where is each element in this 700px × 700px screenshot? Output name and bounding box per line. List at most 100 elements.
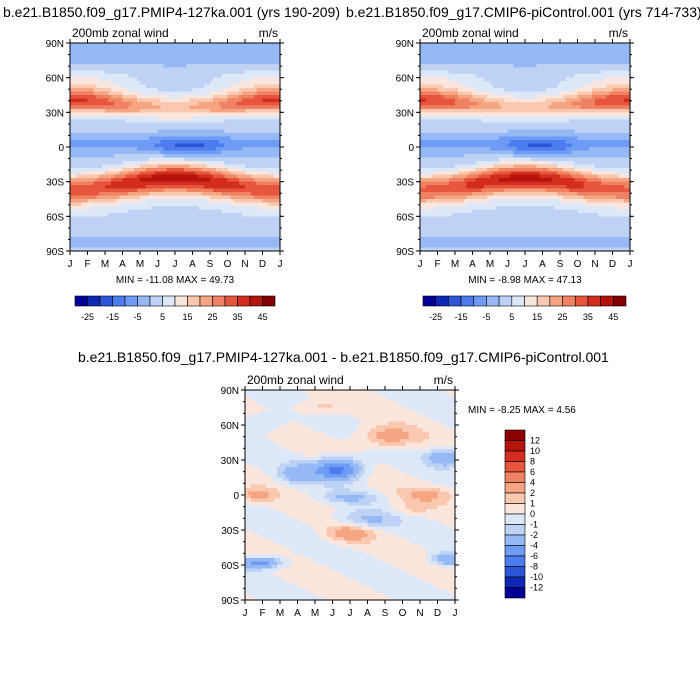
field-cell — [163, 140, 167, 145]
colorbar-label: 25 — [207, 312, 217, 322]
field-cell — [253, 60, 258, 65]
field-cell — [107, 77, 112, 82]
field-cell — [201, 136, 205, 141]
field-cell — [207, 136, 211, 141]
field-cell — [215, 88, 220, 93]
field-cell — [172, 63, 176, 68]
field-cell — [140, 105, 144, 110]
field-cell — [274, 81, 278, 86]
field-cell — [142, 140, 147, 145]
field-cell — [122, 133, 127, 138]
field-cell — [247, 105, 252, 110]
field-cell — [224, 53, 229, 58]
field-cell — [75, 84, 80, 89]
field-cell — [119, 133, 124, 138]
field-cell — [207, 49, 211, 54]
field-cell — [256, 77, 261, 82]
field-cell — [140, 140, 144, 145]
field-cell — [242, 112, 246, 117]
field-cell — [277, 105, 281, 110]
field-cell — [84, 46, 89, 51]
field-cell — [90, 95, 94, 100]
colorbar-box — [187, 295, 201, 307]
field-cell — [131, 49, 135, 54]
field-cell — [250, 95, 255, 100]
field-cell — [160, 70, 164, 75]
field-cell — [137, 46, 141, 51]
field-cell — [239, 53, 243, 58]
field-cell — [163, 126, 167, 131]
field-cell — [250, 88, 255, 93]
x-tick-label: M — [101, 259, 109, 270]
field-cell — [218, 101, 223, 106]
field-cell — [201, 63, 205, 68]
field-cell — [81, 101, 86, 106]
field-cell — [227, 67, 232, 72]
field-cell — [160, 63, 164, 68]
field-cell — [253, 115, 258, 120]
field-cell — [157, 74, 162, 79]
field-cell — [166, 122, 170, 127]
field-cell — [110, 77, 115, 82]
field-cell — [116, 140, 121, 145]
x-tick-label: J — [173, 259, 178, 270]
field-cell — [110, 67, 115, 72]
colorbar-box — [249, 295, 263, 307]
field-cell — [224, 122, 229, 127]
field-cell — [113, 133, 118, 138]
field-cell — [119, 112, 124, 117]
field-cell — [110, 105, 115, 110]
field-cell — [183, 63, 188, 68]
field-cell — [186, 129, 191, 134]
field-cell — [207, 77, 211, 82]
field-cell — [163, 46, 167, 51]
field-cell — [81, 56, 86, 61]
colorbar-box — [149, 295, 163, 307]
field-cell — [218, 77, 223, 82]
field-cell — [207, 43, 211, 48]
field-cell — [215, 60, 220, 65]
field-cell — [245, 63, 249, 68]
field-cell — [230, 63, 234, 68]
field-cell — [201, 119, 205, 124]
field-cell — [242, 119, 246, 124]
field-cell — [186, 133, 191, 138]
field-cell — [212, 105, 217, 110]
field-cell — [105, 43, 109, 48]
field-cell — [93, 70, 97, 75]
field-cell — [84, 101, 89, 106]
field-cell — [72, 119, 77, 124]
field-cell — [131, 126, 135, 131]
field-cell — [84, 70, 89, 75]
field-cell — [116, 46, 121, 51]
field-cell — [198, 101, 202, 106]
field-cell — [131, 46, 135, 51]
field-cell — [110, 122, 115, 127]
field-cell — [250, 43, 255, 48]
field-cell — [183, 46, 188, 51]
field-cell — [122, 126, 127, 131]
field-cell — [175, 136, 179, 141]
field-cell — [110, 56, 115, 61]
field-cell — [180, 95, 185, 100]
field-cell — [93, 95, 97, 100]
field-cell — [81, 88, 86, 93]
field-cell — [107, 95, 112, 100]
field-cell — [207, 133, 211, 138]
field-cell — [157, 105, 162, 110]
field-cell — [250, 91, 255, 96]
field-cell — [137, 49, 141, 54]
field-cell — [221, 122, 226, 127]
field-cell — [192, 108, 197, 113]
field-cell — [242, 81, 246, 86]
field-cell — [201, 67, 205, 72]
field-cell — [245, 46, 249, 51]
field-cell — [236, 122, 240, 127]
field-cell — [212, 101, 217, 106]
field-cell — [93, 112, 97, 117]
field-cell — [116, 91, 121, 96]
field-cell — [201, 43, 205, 48]
field-cell — [72, 77, 77, 82]
field-cell — [192, 105, 197, 110]
field-cell — [96, 112, 100, 117]
